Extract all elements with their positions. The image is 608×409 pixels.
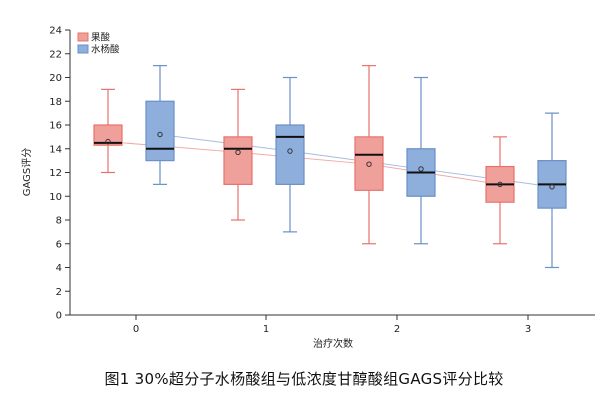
y-tick-label: 10 (49, 192, 62, 203)
y-tick-label: 0 (56, 311, 62, 322)
mean-marker (105, 138, 111, 145)
box-series-0-cat-1 (223, 88, 253, 221)
mean-marker (287, 148, 293, 154)
legend-swatch (77, 44, 89, 54)
mean-marker (157, 131, 163, 138)
y-tick-label: 6 (56, 239, 62, 250)
box-series-0-cat-3 (485, 136, 515, 245)
box-series-1-cat-1 (275, 76, 305, 233)
mean-marker (497, 181, 503, 188)
y-tick-label: 22 (49, 49, 62, 60)
y-tick-label: 2 (56, 287, 62, 298)
x-axis-title: 治疗次数 (313, 337, 353, 350)
y-tick-label: 14 (49, 144, 62, 155)
box-series-1-cat-3 (537, 112, 567, 269)
box-series-1-cat-2 (406, 76, 436, 245)
legend-label: 水杨酸 (91, 44, 120, 56)
box-series-0-cat-0 (93, 88, 123, 174)
iqr-box (93, 124, 123, 146)
y-axis-title: GAGS评分 (21, 148, 33, 197)
x-tick-label: 0 (133, 324, 139, 335)
box-series-0-cat-2 (354, 65, 384, 245)
iqr-box (354, 136, 384, 191)
y-tick-label: 8 (56, 216, 62, 227)
mean-marker (235, 149, 241, 156)
y-tick-label: 18 (49, 97, 62, 108)
x-tick-label: 1 (263, 324, 269, 335)
y-tick-label: 12 (49, 168, 62, 179)
iqr-box (145, 100, 175, 162)
iqr-box (223, 136, 253, 185)
mean-marker (549, 184, 555, 190)
x-tick-label: 3 (525, 324, 531, 335)
y-tick-label: 4 (56, 263, 62, 274)
mean-marker (366, 161, 372, 167)
iqr-box (275, 124, 305, 185)
y-tick-label: 24 (49, 26, 62, 37)
legend-label: 果酸 (91, 32, 111, 44)
figure-caption: 图1 30%超分子水杨酸组与低浓度甘醇酸组GAGS评分比较 (104, 370, 504, 388)
y-tick-label: 16 (49, 121, 62, 132)
y-tick-label: 20 (49, 73, 62, 84)
x-tick-label: 2 (394, 324, 400, 335)
box-series-1-cat-0 (145, 65, 175, 185)
mean-marker (418, 166, 424, 172)
legend-swatch (77, 32, 89, 42)
